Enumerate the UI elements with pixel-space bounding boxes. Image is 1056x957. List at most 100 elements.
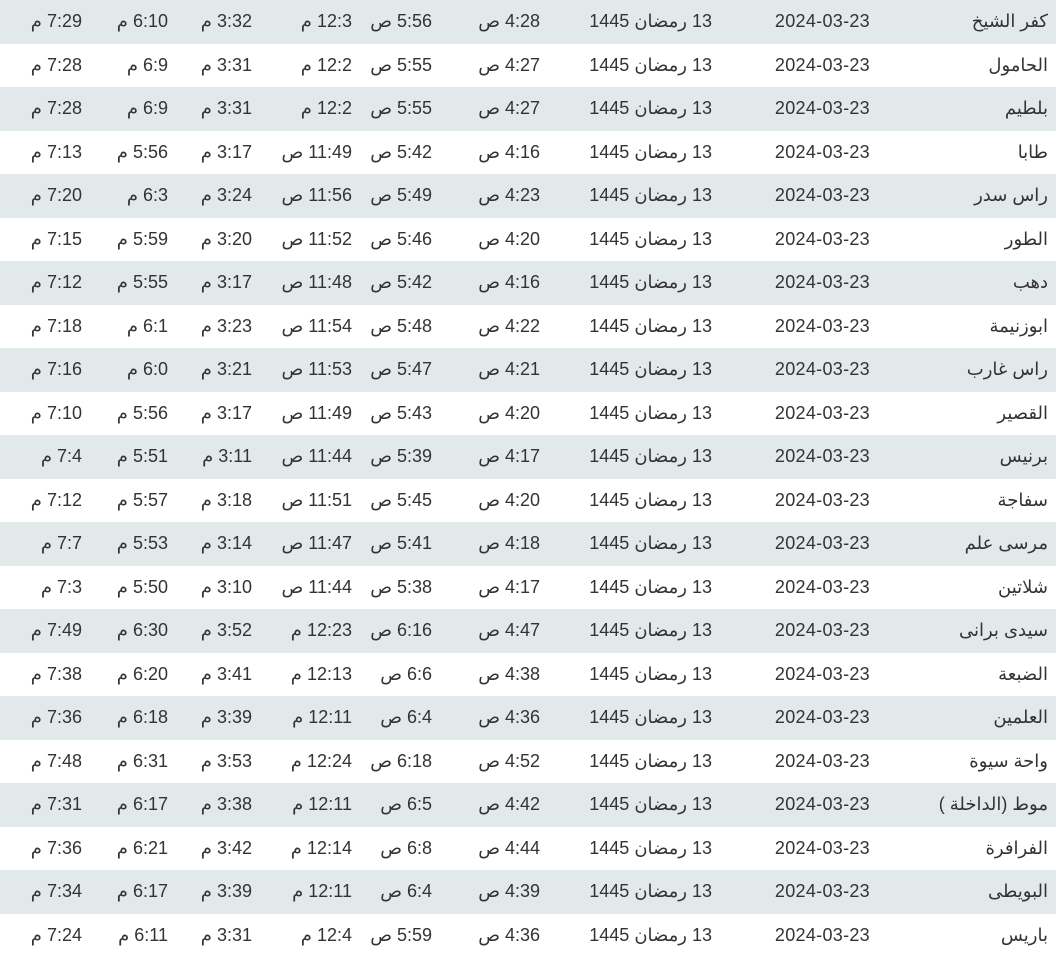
- sunrise-time-cell: 5:48 ص: [370, 315, 432, 336]
- fajr-time-cell: 4:52 ص: [478, 750, 540, 771]
- asr-time-cell: 3:11 م: [202, 446, 252, 467]
- city-cell: الضبعة: [998, 663, 1048, 684]
- dhuhr-time-cell: 12:2 م: [300, 54, 352, 75]
- hijri-date-cell: 13 رمضان 1445: [589, 228, 712, 249]
- table-row: راس غارب 2024-03-23 13 رمضان 1445 4:21 ص…: [0, 348, 1056, 392]
- asr-time-cell: 3:53 م: [200, 750, 252, 771]
- hijri-date-cell: 13 رمضان 1445: [589, 359, 712, 380]
- fajr-time-cell: 4:22 ص: [478, 315, 540, 336]
- isha-time-cell: 7:38 م: [30, 663, 82, 684]
- gregorian-date-cell: 2024-03-23: [774, 54, 870, 75]
- maghrib-time-cell: 6:31 م: [116, 750, 168, 771]
- asr-time-cell: 3:39 م: [200, 881, 252, 902]
- isha-time-cell: 7:28 م: [30, 98, 82, 119]
- table-row: الضبعة 2024-03-23 13 رمضان 1445 4:38 ص 6…: [0, 652, 1056, 696]
- hijri-date-cell: 13 رمضان 1445: [589, 54, 712, 75]
- sunrise-time-cell: 5:41 ص: [370, 533, 432, 554]
- maghrib-time-cell: 6:21 م: [116, 837, 168, 858]
- maghrib-time-cell: 6:1 م: [126, 315, 168, 336]
- sunrise-time-cell: 5:55 ص: [370, 98, 432, 119]
- asr-time-cell: 3:10 م: [200, 576, 252, 597]
- maghrib-time-cell: 5:56 م: [116, 141, 168, 162]
- isha-time-cell: 7:3 م: [40, 576, 82, 597]
- fajr-time-cell: 4:36 ص: [478, 707, 540, 728]
- gregorian-date-cell: 2024-03-23: [774, 750, 870, 771]
- gregorian-date-cell: 2024-03-23: [774, 315, 870, 336]
- hijri-date-cell: 13 رمضان 1445: [589, 185, 712, 206]
- sunrise-time-cell: 5:49 ص: [370, 185, 432, 206]
- isha-time-cell: 7:13 م: [30, 141, 82, 162]
- sunrise-time-cell: 5:59 ص: [370, 924, 432, 945]
- hijri-date-cell: 13 رمضان 1445: [589, 663, 712, 684]
- table-row: شلاتين 2024-03-23 13 رمضان 1445 4:17 ص 5…: [0, 565, 1056, 609]
- maghrib-time-cell: 5:59 م: [116, 228, 168, 249]
- fajr-time-cell: 4:20 ص: [478, 402, 540, 423]
- city-cell: برنيس: [999, 446, 1048, 467]
- city-cell: واحة سيوة: [969, 750, 1048, 771]
- hijri-date-cell: 13 رمضان 1445: [589, 98, 712, 119]
- city-cell: طابا: [1017, 141, 1048, 162]
- fajr-time-cell: 4:17 ص: [478, 576, 540, 597]
- isha-time-cell: 7:4 م: [40, 446, 82, 467]
- city-cell: دهب: [1012, 272, 1048, 293]
- table-row: سيدى برانى 2024-03-23 13 رمضان 1445 4:47…: [0, 609, 1056, 653]
- isha-time-cell: 7:12 م: [30, 272, 82, 293]
- hijri-date-cell: 13 رمضان 1445: [589, 750, 712, 771]
- fajr-time-cell: 4:39 ص: [478, 881, 540, 902]
- dhuhr-time-cell: 12:24 م: [290, 750, 352, 771]
- city-cell: القصير: [997, 402, 1048, 423]
- gregorian-date-cell: 2024-03-23: [774, 402, 870, 423]
- hijri-date-cell: 13 رمضان 1445: [589, 141, 712, 162]
- maghrib-time-cell: 5:55 م: [116, 272, 168, 293]
- table-row: بلطيم 2024-03-23 13 رمضان 1445 4:27 ص 5:…: [0, 87, 1056, 131]
- fajr-time-cell: 4:20 ص: [478, 489, 540, 510]
- hijri-date-cell: 13 رمضان 1445: [589, 402, 712, 423]
- dhuhr-time-cell: 12:11 م: [292, 707, 352, 728]
- table-row: راس سدر 2024-03-23 13 رمضان 1445 4:23 ص …: [0, 174, 1056, 218]
- asr-time-cell: 3:38 م: [200, 794, 252, 815]
- gregorian-date-cell: 2024-03-23: [774, 620, 870, 641]
- table-row: البويطى 2024-03-23 13 رمضان 1445 4:39 ص …: [0, 870, 1056, 914]
- maghrib-time-cell: 5:57 م: [116, 489, 168, 510]
- table-row: برنيس 2024-03-23 13 رمضان 1445 4:17 ص 5:…: [0, 435, 1056, 479]
- hijri-date-cell: 13 رمضان 1445: [589, 881, 712, 902]
- maghrib-time-cell: 6:10 م: [116, 11, 168, 32]
- sunrise-time-cell: 6:18 ص: [370, 750, 432, 771]
- city-cell: شلاتين: [998, 576, 1048, 597]
- dhuhr-time-cell: 11:49 ص: [281, 141, 352, 162]
- maghrib-time-cell: 6:17 م: [116, 794, 168, 815]
- dhuhr-time-cell: 11:47 ص: [281, 533, 352, 554]
- isha-time-cell: 7:29 م: [30, 11, 82, 32]
- hijri-date-cell: 13 رمضان 1445: [589, 489, 712, 510]
- sunrise-time-cell: 6:8 ص: [380, 837, 432, 858]
- sunrise-time-cell: 6:5 ص: [380, 794, 432, 815]
- maghrib-time-cell: 5:51 م: [116, 446, 168, 467]
- fajr-time-cell: 4:16 ص: [478, 141, 540, 162]
- city-cell: راس غارب: [966, 359, 1048, 380]
- gregorian-date-cell: 2024-03-23: [774, 185, 870, 206]
- gregorian-date-cell: 2024-03-23: [774, 141, 870, 162]
- hijri-date-cell: 13 رمضان 1445: [589, 11, 712, 32]
- asr-time-cell: 3:17 م: [200, 272, 252, 293]
- maghrib-time-cell: 5:56 م: [116, 402, 168, 423]
- city-cell: البويطى: [988, 881, 1048, 902]
- table-row: الفرافرة 2024-03-23 13 رمضان 1445 4:44 ص…: [0, 826, 1056, 870]
- city-cell: الطور: [1004, 228, 1048, 249]
- gregorian-date-cell: 2024-03-23: [774, 663, 870, 684]
- hijri-date-cell: 13 رمضان 1445: [589, 794, 712, 815]
- city-cell: سيدى برانى: [958, 620, 1048, 641]
- fajr-time-cell: 4:42 ص: [478, 794, 540, 815]
- sunrise-time-cell: 5:42 ص: [370, 272, 432, 293]
- city-cell: راس سدر: [974, 185, 1048, 206]
- isha-time-cell: 7:10 م: [30, 402, 82, 423]
- gregorian-date-cell: 2024-03-23: [774, 11, 870, 32]
- fajr-time-cell: 4:44 ص: [478, 837, 540, 858]
- city-cell: كفر الشيخ: [971, 11, 1048, 32]
- fajr-time-cell: 4:36 ص: [478, 924, 540, 945]
- dhuhr-time-cell: 12:11 م: [292, 881, 352, 902]
- asr-time-cell: 3:31 م: [200, 54, 252, 75]
- isha-time-cell: 7:16 م: [30, 359, 82, 380]
- hijri-date-cell: 13 رمضان 1445: [589, 533, 712, 554]
